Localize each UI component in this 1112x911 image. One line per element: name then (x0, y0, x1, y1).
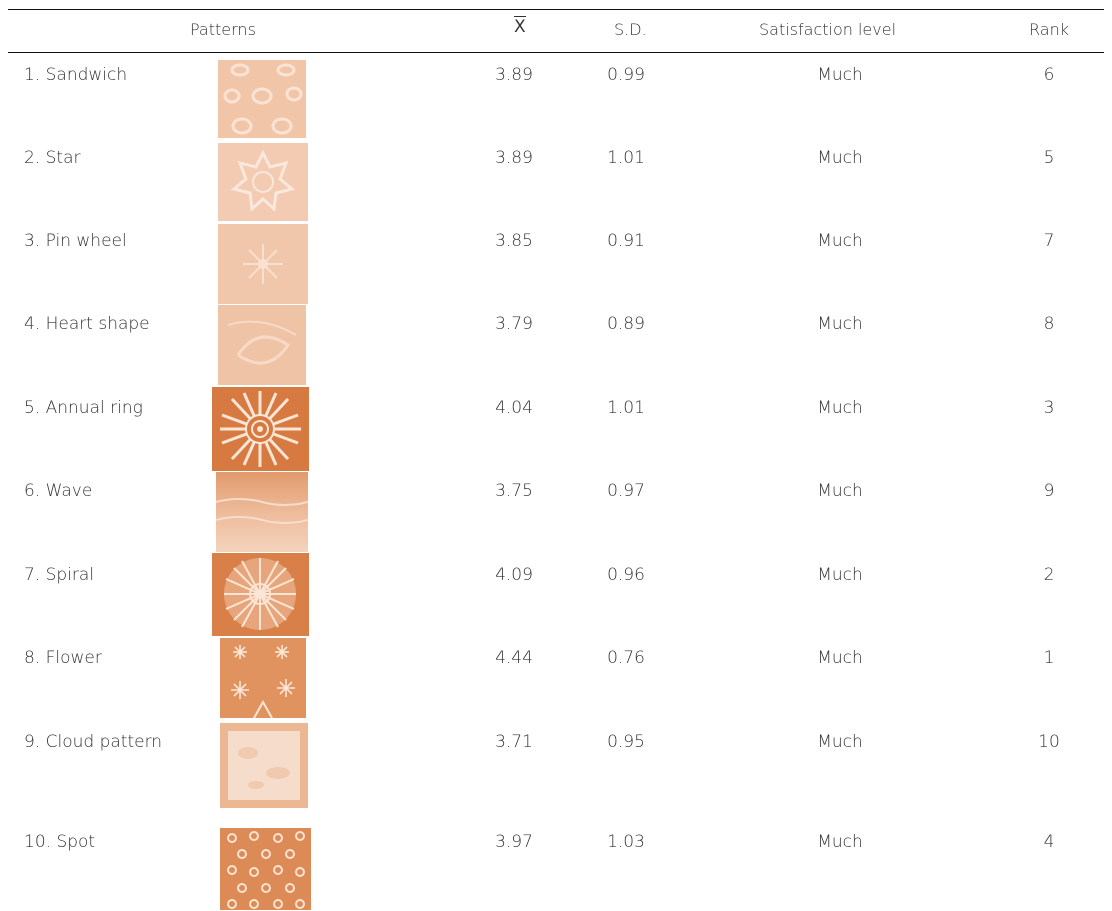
pattern-name: 1. Sandwich (24, 65, 128, 85)
mean-value: 3.85 (495, 231, 533, 251)
sd-value: 0.96 (607, 565, 645, 585)
satisfaction-value: Much (817, 148, 863, 168)
mean-value: 4.09 (495, 565, 533, 585)
rank-value: 3 (1043, 398, 1055, 418)
rank-value: 10 (1038, 732, 1060, 752)
table-header-rule (8, 52, 1104, 53)
header-satisfaction-level: Satisfaction level (759, 20, 897, 39)
cloud-pattern-swatch-icon (220, 723, 308, 808)
rank-value: 2 (1043, 565, 1055, 585)
spot-swatch-icon (220, 828, 311, 910)
rank-value: 6 (1043, 65, 1055, 85)
satisfaction-value: Much (817, 65, 863, 85)
satisfaction-value: Much (817, 732, 863, 752)
mean-value: 3.97 (495, 832, 533, 852)
sd-value: 1.01 (607, 148, 645, 168)
mean-value: 3.71 (495, 732, 533, 752)
pattern-name: 4. Heart shape (24, 314, 150, 334)
sandwich-swatch-icon (218, 60, 306, 138)
satisfaction-value: Much (817, 565, 863, 585)
heart-shape-swatch-icon (218, 305, 306, 385)
satisfaction-value: Much (817, 231, 863, 251)
table-top-rule (8, 9, 1104, 10)
pattern-name: 6. Wave (24, 481, 93, 501)
rank-value: 4 (1043, 832, 1055, 852)
mean-value: 4.44 (495, 648, 533, 668)
pattern-name: 10. Spot (24, 832, 96, 852)
sd-value: 0.76 (607, 648, 645, 668)
rank-value: 8 (1043, 314, 1055, 334)
flower-swatch-icon (220, 638, 306, 718)
sd-value: 1.03 (607, 832, 645, 852)
spiral-swatch-icon (212, 553, 309, 636)
header-rank: Rank (1029, 20, 1069, 39)
sd-value: 0.99 (607, 65, 645, 85)
satisfaction-value: Much (817, 648, 863, 668)
satisfaction-value: Much (817, 398, 863, 418)
pattern-name: 9. Cloud pattern (24, 732, 163, 752)
mean-value: 4.04 (495, 398, 533, 418)
rank-value: 1 (1043, 648, 1055, 668)
pin-wheel-swatch-icon (218, 224, 308, 304)
header-sd: S.D. (614, 20, 647, 39)
satisfaction-value: Much (817, 832, 863, 852)
wave-swatch-icon (216, 472, 308, 552)
sd-value: 0.95 (607, 732, 645, 752)
sd-value: 0.89 (607, 314, 645, 334)
pattern-name: 3. Pin wheel (24, 231, 127, 251)
header-mean: X (514, 16, 526, 37)
mean-value: 3.89 (495, 65, 533, 85)
sd-value: 1.01 (607, 398, 645, 418)
pattern-name: 8. Flower (24, 648, 102, 668)
satisfaction-value: Much (817, 481, 863, 501)
mean-value: 3.79 (495, 314, 533, 334)
mean-value: 3.89 (495, 148, 533, 168)
star-swatch-icon (218, 143, 308, 221)
annual-ring-swatch-icon (212, 387, 309, 471)
rank-value: 5 (1043, 148, 1055, 168)
rank-value: 9 (1043, 481, 1055, 501)
sd-value: 0.97 (607, 481, 645, 501)
pattern-name: 5. Annual ring (24, 398, 143, 418)
sd-value: 0.91 (607, 231, 645, 251)
mean-value: 3.75 (495, 481, 533, 501)
rank-value: 7 (1043, 231, 1055, 251)
pattern-name: 2. Star (24, 148, 81, 168)
pattern-name: 7. Spiral (24, 565, 95, 585)
satisfaction-value: Much (817, 314, 863, 334)
header-patterns: Patterns (190, 20, 256, 39)
